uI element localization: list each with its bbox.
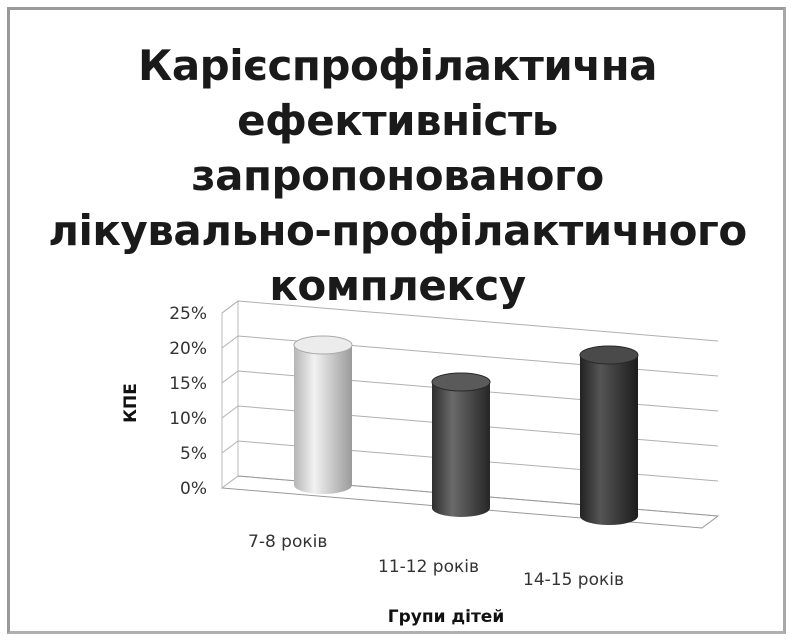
chart-title: Карієспрофілактична ефективність запропо… xyxy=(40,38,755,313)
bar-top xyxy=(431,372,491,392)
chart-title-line-3: лікувально-профілактичного xyxy=(48,206,747,255)
x-tick-label: 14-15 років xyxy=(523,570,624,590)
bar xyxy=(579,345,639,525)
chart-title-line-4: комплексу xyxy=(269,261,526,310)
x-axis-title: Групи дітей xyxy=(388,607,505,627)
chart-title-line-2: ефективність запропонованого xyxy=(191,96,604,200)
x-axis-ticks: 7-8 років 11-12 років 14-15 років xyxy=(248,532,624,590)
bar xyxy=(293,335,353,494)
bar-top xyxy=(293,335,353,355)
gridline xyxy=(221,440,719,482)
x-tick-label: 11-12 років xyxy=(378,557,479,577)
y-tick-label: 10% xyxy=(169,409,207,429)
y-axis-title: КПЕ xyxy=(121,383,141,423)
y-tick-label: 15% xyxy=(169,374,207,394)
gridline xyxy=(221,370,719,412)
bars xyxy=(293,335,639,525)
gridline xyxy=(221,300,719,342)
x-tick-label: 7-8 років xyxy=(248,532,327,552)
chart-frame xyxy=(7,7,786,634)
bar xyxy=(431,372,491,517)
y-tick-label: 25% xyxy=(169,304,207,324)
chart-title-line-1: Карієспрофілактична xyxy=(137,41,658,90)
gridline xyxy=(221,335,719,377)
y-tick-label: 20% xyxy=(169,339,207,359)
gridline xyxy=(221,405,719,447)
gridlines xyxy=(221,300,719,482)
y-axis-ticks: 0% 5% 10% 15% 20% 25% xyxy=(169,304,207,499)
y-tick-label: 0% xyxy=(180,479,207,499)
bar-top xyxy=(579,345,639,365)
y-tick-label: 5% xyxy=(180,444,207,464)
side-wall xyxy=(221,300,239,489)
